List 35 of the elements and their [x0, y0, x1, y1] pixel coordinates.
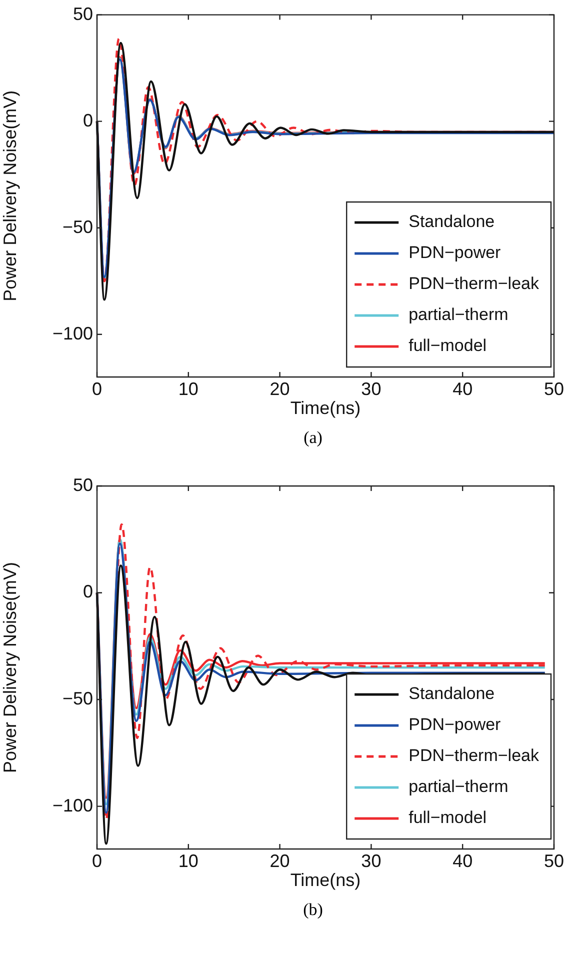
legend-label: PDN−power [408, 715, 502, 734]
y-axis-title: Power Delivery Noise(mV) [0, 90, 20, 302]
text: (a) [302, 427, 324, 449]
text: (b) [302, 899, 324, 921]
line-series [96, 564, 546, 845]
legend-label: full−model [408, 336, 487, 356]
legend-label: PDN−power [408, 243, 502, 262]
y-tick-label: 50 [72, 474, 93, 495]
x-tick-label: 20 [270, 378, 290, 399]
x-tick-label: 40 [452, 378, 473, 399]
y-tick-label: −50 [62, 216, 93, 237]
legend-label: PDN−therm−leak [408, 746, 540, 766]
y-tick-label: −100 [52, 323, 93, 344]
x-tick-label: 50 [544, 378, 564, 399]
x-tick-label: 20 [270, 850, 290, 871]
legend-label: full−model [408, 808, 487, 828]
x-tick-label: 50 [544, 850, 564, 871]
y-axis-title: Power Delivery Noise(mV) [0, 562, 20, 774]
x-axis-title: Time(ns) [290, 398, 361, 418]
y-tick-label: 0 [82, 110, 93, 130]
y-tick-label: 0 [82, 582, 93, 602]
legend-label: partial−therm [408, 777, 508, 796]
x-tick-label: 30 [361, 378, 382, 399]
y-tick-label: 50 [72, 4, 93, 24]
legend-label: partial−therm [408, 305, 508, 324]
legend-label: PDN−therm−leak [408, 274, 540, 294]
x-tick-label: 30 [361, 850, 382, 871]
y-tick-label: −50 [62, 688, 93, 708]
legend-label: Standalone [408, 212, 495, 232]
x-axis-title: Time(ns) [290, 870, 361, 890]
x-tick-label: 10 [178, 850, 198, 871]
legend-label: Standalone [408, 684, 495, 704]
x-tick-label: 40 [452, 850, 473, 871]
x-tick-label: 10 [178, 378, 198, 399]
y-tick-label: −100 [52, 795, 93, 816]
